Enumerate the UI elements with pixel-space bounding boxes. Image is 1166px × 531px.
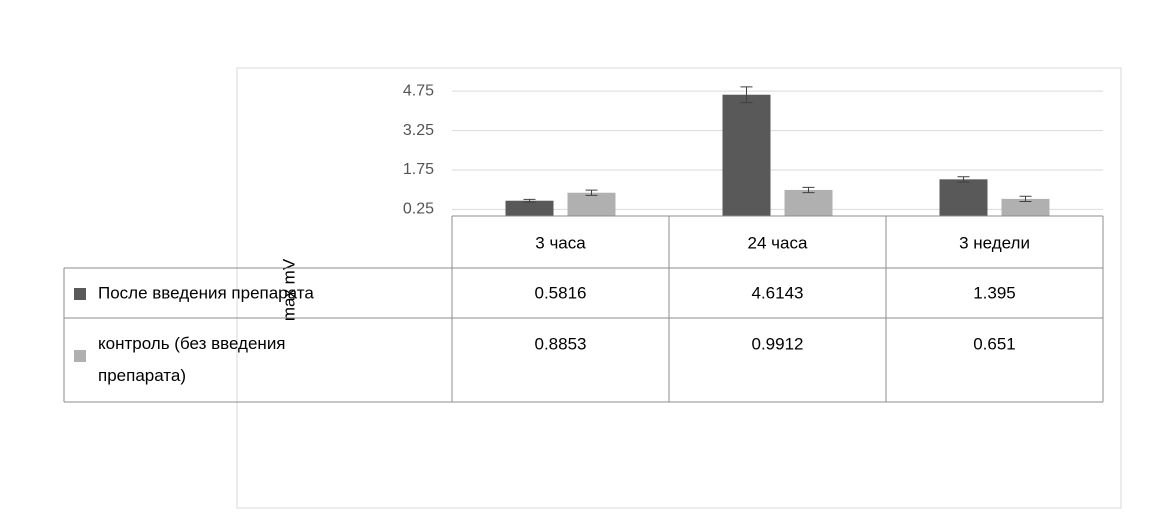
y-axis-label: max mV bbox=[279, 258, 298, 321]
legend-label-line: контроль (без введения bbox=[98, 334, 286, 353]
legend-label: контроль (без введения препарата) bbox=[98, 334, 286, 385]
bar bbox=[1001, 198, 1050, 216]
error-bar bbox=[585, 189, 598, 196]
y-tick-label: 3.25 bbox=[403, 122, 434, 139]
bar bbox=[505, 200, 554, 216]
table-value: 1.395 bbox=[973, 283, 1016, 302]
chart-frame bbox=[236, 67, 1122, 509]
y-tick-label: 4.75 bbox=[403, 82, 434, 99]
y-tick-label: 1.75 bbox=[403, 161, 434, 178]
table-value: 0.9912 bbox=[752, 334, 804, 353]
bar bbox=[722, 94, 771, 216]
error-bar bbox=[740, 86, 753, 104]
legend-key bbox=[74, 350, 86, 362]
bar bbox=[784, 189, 833, 216]
x-tick-label: 3 часа bbox=[535, 233, 586, 252]
bar bbox=[939, 179, 988, 216]
table-value: 0.8853 bbox=[535, 334, 587, 353]
error-bar bbox=[1019, 195, 1032, 203]
legend-key bbox=[74, 288, 86, 300]
error-bar bbox=[802, 186, 815, 194]
error-bar bbox=[957, 176, 970, 183]
y-tick-label: 0.25 bbox=[403, 201, 434, 218]
legend-label-line: препарата) bbox=[98, 366, 186, 385]
error-bar bbox=[523, 198, 536, 203]
table-value: 0.5816 bbox=[535, 283, 587, 302]
table-value: 0.651 bbox=[973, 334, 1016, 353]
bar bbox=[567, 192, 616, 216]
x-tick-label: 24 часа bbox=[748, 233, 808, 252]
table-value: 4.6143 bbox=[752, 283, 804, 302]
x-tick-label: 3 недели bbox=[959, 233, 1030, 252]
legend-label: После введения препарата bbox=[98, 283, 314, 302]
